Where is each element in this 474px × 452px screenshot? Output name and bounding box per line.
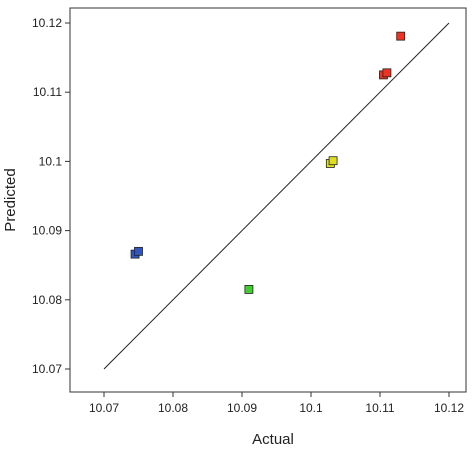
y-axis-ticks: 10.07 10.08 10.09 10.1 10.11 10.12 — [32, 16, 70, 376]
y-tick-label: 10.09 — [32, 224, 62, 238]
y-tick-label: 10.07 — [32, 362, 62, 376]
data-point — [382, 68, 392, 78]
data-point — [244, 285, 254, 294]
x-tick-label: 10.1 — [299, 401, 323, 415]
x-tick-label: 10.08 — [158, 401, 188, 415]
reference-line — [103, 22, 450, 370]
x-tick-label: 10.07 — [89, 401, 119, 415]
x-tick-label: 10.12 — [434, 401, 464, 415]
x-tick-label: 10.11 — [365, 401, 394, 415]
data-points — [130, 31, 406, 294]
data-point — [328, 156, 338, 166]
y-tick-label: 10.11 — [33, 85, 62, 99]
x-tick-label: 10.09 — [227, 401, 257, 415]
x-axis-ticks: 10.07 10.08 10.09 10.1 10.11 10.12 — [89, 392, 464, 415]
y-axis-title: Predicted — [2, 168, 19, 231]
x-axis-title: Actual — [252, 431, 294, 448]
y-tick-label: 10.12 — [32, 16, 62, 30]
data-point — [134, 246, 143, 256]
y-tick-label: 10.08 — [32, 293, 62, 307]
y-tick-label: 10.1 — [39, 154, 63, 168]
data-point — [396, 31, 406, 41]
